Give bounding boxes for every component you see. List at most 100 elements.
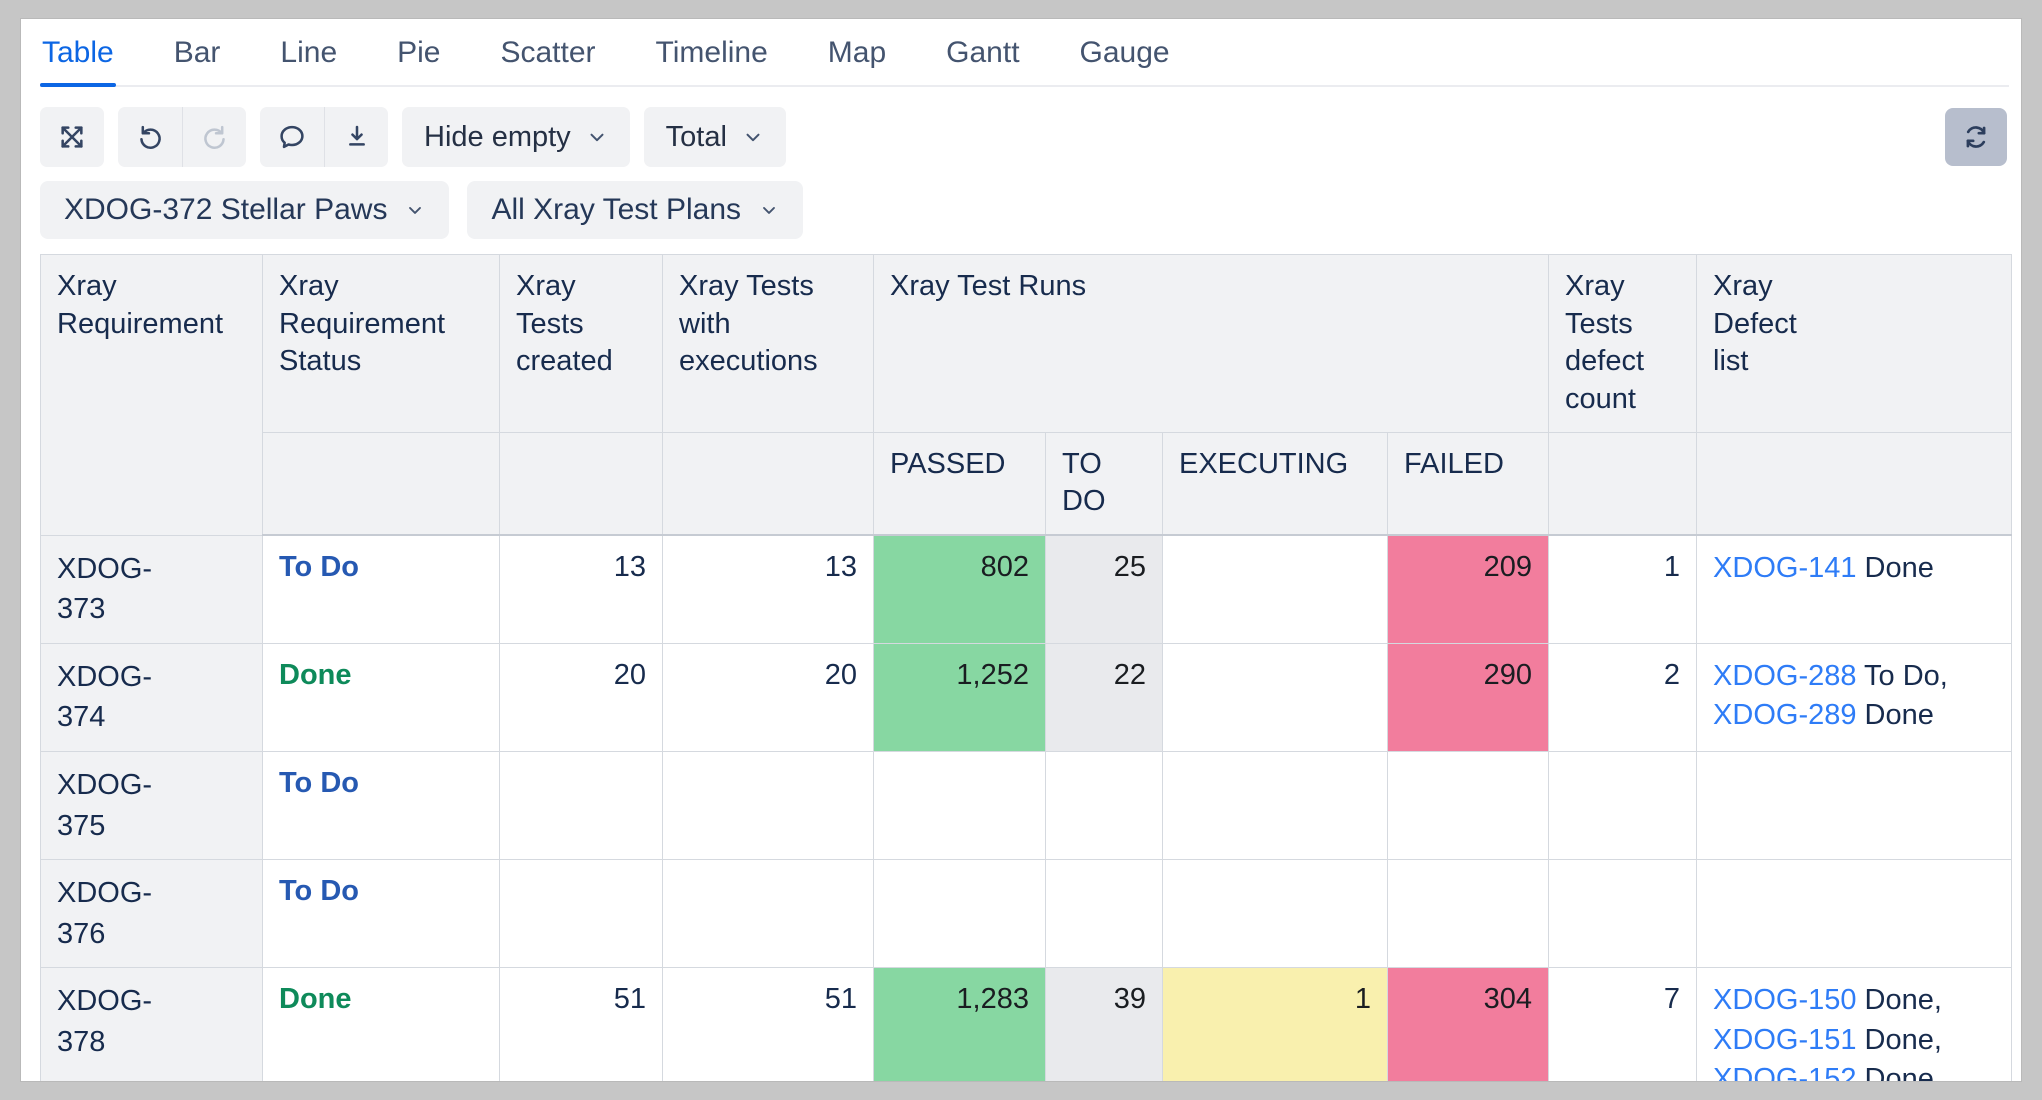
defect-status-text: Done,: [1856, 1023, 1942, 1056]
defect-list-cell: XDOG-141 Done: [1696, 534, 2012, 644]
requirement-status-cell: Done: [262, 642, 500, 753]
chart-type-tabs: Table Bar Line Pie Scatter Timeline Map …: [40, 19, 2009, 87]
subheader-empty: [1696, 431, 2012, 537]
runs-todo-cell: [1045, 750, 1163, 861]
requirement-status-cell: Done: [262, 967, 500, 1081]
tests-created-cell: 51: [499, 967, 663, 1081]
comment-download-group: [260, 107, 388, 167]
runs-todo-cell: 39: [1045, 967, 1163, 1081]
hide-empty-dropdown[interactable]: Hide empty: [402, 107, 630, 167]
hide-empty-label: Hide empty: [424, 120, 571, 153]
comment-button[interactable]: [260, 107, 324, 167]
test-plans-filter-value: All Xray Test Plans: [491, 193, 742, 226]
download-button[interactable]: [324, 107, 388, 167]
defect-status-text: Done: [1856, 552, 1934, 585]
undo-button[interactable]: [118, 107, 182, 167]
requirement-key-cell: XDOG- 373: [40, 534, 263, 644]
runs-failed-cell: [1386, 859, 1550, 969]
runs-executing-cell: [1162, 750, 1388, 861]
runs-passed-cell: [873, 750, 1046, 861]
defect-list-cell: XDOG-150 Done, XDOG-151 Done, XDOG-152 D…: [1696, 967, 2012, 1082]
defect-status-text: Done: [1856, 698, 1934, 731]
tab-table[interactable]: Table: [40, 19, 116, 87]
toolbar: Hide empty Total: [40, 107, 2007, 167]
defect-link[interactable]: XDOG-289: [1713, 698, 1857, 731]
tests-with-executions-cell: 51: [662, 967, 874, 1081]
chevron-down-icon: [586, 126, 608, 148]
run-status-header-passed: PASSED: [873, 431, 1046, 537]
runs-failed-cell: 209: [1386, 534, 1550, 644]
chevron-down-icon: [405, 200, 425, 220]
requirement-filter-value: XDOG-372 Stellar Paws: [64, 193, 388, 226]
requirement-key-cell: XDOG- 378: [40, 967, 263, 1081]
defect-count-cell: [1548, 750, 1698, 861]
redo-button[interactable]: [182, 107, 246, 167]
tab-gauge[interactable]: Gauge: [1079, 36, 1170, 69]
defect-link[interactable]: XDOG-150: [1713, 984, 1857, 1017]
expand-icon: [56, 121, 88, 153]
tests-created-cell: 20: [499, 642, 663, 753]
tab-timeline[interactable]: Timeline: [655, 36, 768, 69]
defect-count-cell: 7: [1548, 967, 1698, 1081]
requirement-key-cell: XDOG- 374: [40, 642, 263, 753]
tests-with-executions-cell: [662, 859, 874, 969]
tab-gantt[interactable]: Gantt: [946, 36, 1020, 69]
requirement-filter-dropdown[interactable]: XDOG-372 Stellar Paws: [40, 181, 450, 239]
requirement-status-cell: To Do: [262, 750, 500, 861]
col-header-tests-created: Xray Tests created: [499, 254, 663, 433]
xray-report-table: Xray Requirement Xray Requirement Status…: [40, 254, 2012, 1082]
total-label: Total: [665, 120, 727, 153]
tab-map[interactable]: Map: [827, 36, 887, 69]
col-header-tests-with-executions: Xray Tests with executions: [662, 254, 874, 433]
tab-bar[interactable]: Bar: [173, 36, 221, 69]
subheader-empty: [662, 431, 874, 537]
defect-link[interactable]: XDOG-141: [1713, 552, 1857, 585]
table-row: XDOG- 375 To Do: [40, 750, 2012, 861]
defect-status-text: To Do,: [1856, 659, 1948, 692]
defect-status-text: Done,: [1856, 1062, 1942, 1082]
tab-line[interactable]: Line: [280, 36, 338, 69]
col-header-tests-defect-count: Xray Tests defect count: [1548, 254, 1698, 433]
tests-with-executions-cell: [662, 750, 874, 861]
col-header-requirement-status: Xray Requirement Status: [262, 254, 500, 433]
chevron-down-icon: [759, 200, 779, 220]
total-dropdown[interactable]: Total: [643, 107, 786, 167]
defect-list-cell: [1696, 859, 2012, 969]
col-header-requirement: Xray Requirement: [40, 254, 263, 536]
requirement-status-cell: To Do: [262, 859, 500, 969]
defect-list-cell: XDOG-288 To Do, XDOG-289 Done: [1696, 642, 2012, 753]
col-header-test-runs: Xray Test Runs: [872, 254, 1550, 433]
chevron-down-icon: [742, 126, 764, 148]
refresh-button[interactable]: [1945, 108, 2007, 166]
expand-button[interactable]: [40, 107, 104, 167]
tests-with-executions-cell: 20: [662, 642, 874, 753]
tests-created-cell: [499, 750, 663, 861]
tab-pie[interactable]: Pie: [397, 36, 441, 69]
tests-created-cell: [499, 859, 663, 969]
runs-executing-cell: [1162, 534, 1388, 644]
table-row: XDOG- 374 Done 20 20 1,252 22 290 2 XDOG-288 To D…: [40, 642, 2012, 753]
runs-failed-cell: 290: [1386, 642, 1550, 753]
comment-icon: [276, 121, 308, 153]
runs-todo-cell: 22: [1045, 642, 1163, 753]
requirement-status-cell: To Do: [262, 534, 500, 644]
report-panel: Table Bar Line Pie Scatter Timeline Map …: [20, 18, 2022, 1082]
run-status-header-executing: EXECUTING: [1162, 431, 1388, 537]
defect-count-cell: 2: [1548, 642, 1698, 753]
requirement-key-cell: XDOG- 376: [40, 859, 263, 969]
defect-status-text: Done,: [1856, 984, 1942, 1017]
subheader-empty: [499, 431, 663, 537]
runs-passed-cell: 1,283: [873, 967, 1046, 1081]
defect-link[interactable]: XDOG-288: [1713, 659, 1857, 692]
runs-executing-cell: [1162, 859, 1388, 969]
runs-passed-cell: 802: [873, 534, 1046, 644]
test-plans-filter-dropdown[interactable]: All Xray Test Plans: [467, 181, 804, 239]
tab-scatter[interactable]: Scatter: [500, 36, 596, 69]
defect-link[interactable]: XDOG-152: [1713, 1062, 1857, 1082]
runs-executing-cell: 1: [1162, 967, 1388, 1081]
table-row: XDOG- 378 Done 51 51 1,283 39 1 304 7 XDOG-150 Don…: [40, 967, 2012, 1082]
runs-todo-cell: [1045, 859, 1163, 969]
runs-failed-cell: 304: [1386, 967, 1550, 1081]
runs-passed-cell: 1,252: [873, 642, 1046, 753]
defect-link[interactable]: XDOG-151: [1713, 1023, 1857, 1056]
